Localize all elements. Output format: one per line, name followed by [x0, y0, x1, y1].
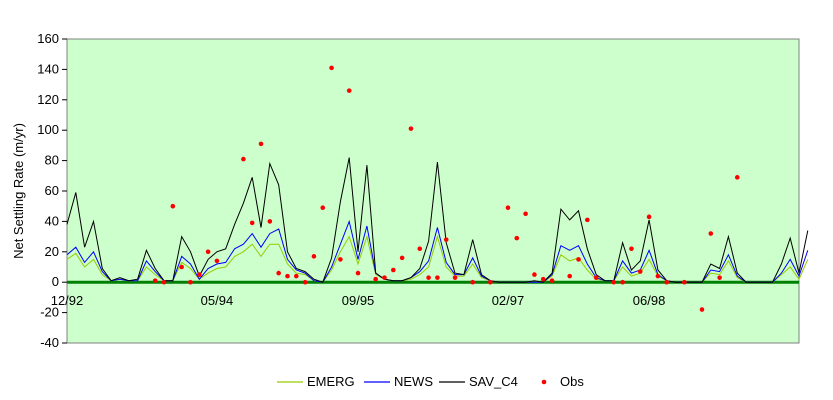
y-tick-label: -40: [40, 335, 59, 350]
point-obs: [567, 273, 572, 279]
point-obs: [311, 254, 317, 259]
x-axis: 12/92 05/94 09/95 02/97 06/98: [51, 293, 666, 308]
legend: EMERG NEWS SAV_C4 Obs: [277, 374, 584, 389]
point-obs: [637, 269, 643, 274]
point-obs: [188, 279, 193, 285]
y-axis-label: Net Settling Rate (m/yr): [11, 123, 26, 259]
y-tick-label: -20: [40, 305, 59, 320]
point-obs: [196, 272, 202, 277]
point-obs: [470, 279, 475, 285]
x-tick-label: 05/94: [201, 293, 234, 308]
point-obs: [549, 278, 555, 283]
point-obs: [152, 278, 158, 283]
point-obs: [399, 255, 405, 261]
point-obs: [611, 279, 617, 285]
legend-swatch-obs: [541, 379, 547, 385]
point-obs: [373, 276, 378, 282]
y-tick-label: 80: [45, 153, 59, 168]
point-obs: [655, 273, 661, 279]
point-obs: [320, 205, 326, 211]
point-obs: [258, 141, 264, 147]
y-axis: -40 -20 0 20 40 60 80 100 120 140 160: [37, 31, 67, 350]
point-obs: [488, 279, 493, 285]
point-obs: [382, 275, 387, 280]
point-obs: [646, 214, 652, 220]
x-tick-label: 02/97: [492, 293, 525, 308]
y-tick-label: 60: [45, 183, 59, 198]
point-obs: [426, 275, 431, 280]
point-obs: [276, 270, 281, 276]
x-tick-label: 09/95: [342, 293, 375, 308]
point-obs: [699, 307, 705, 312]
point-obs: [576, 257, 581, 262]
point-obs: [417, 246, 423, 252]
point-obs: [452, 275, 458, 280]
point-obs: [249, 220, 255, 226]
point-obs: [523, 211, 528, 217]
point-obs: [443, 237, 449, 242]
point-obs: [585, 217, 590, 223]
x-tick-label: 06/98: [633, 293, 666, 308]
legend-label-emerg: EMERG: [307, 374, 355, 389]
point-obs: [214, 258, 220, 264]
y-tick-label: 100: [37, 122, 59, 137]
point-obs: [540, 276, 546, 282]
point-obs: [593, 275, 599, 280]
point-obs: [355, 270, 361, 276]
point-obs: [391, 267, 396, 273]
point-obs: [514, 235, 520, 241]
point-obs: [205, 249, 211, 255]
point-obs: [346, 88, 352, 93]
plot-area: [66, 38, 800, 344]
point-obs: [505, 205, 511, 211]
point-obs: [734, 175, 740, 180]
point-obs: [620, 279, 625, 285]
point-obs: [664, 279, 670, 285]
y-tick-label: 40: [45, 213, 59, 228]
legend-label-news: NEWS: [394, 374, 433, 389]
point-obs: [161, 279, 167, 285]
point-obs: [285, 273, 290, 279]
legend-label-sav-c4: SAV_C4: [469, 374, 518, 389]
point-obs: [329, 65, 334, 71]
point-obs: [408, 126, 414, 131]
y-tick-label: 160: [37, 31, 59, 46]
point-obs: [435, 275, 440, 280]
point-obs: [717, 275, 722, 280]
point-obs: [338, 257, 343, 262]
point-obs: [708, 231, 714, 236]
point-obs: [241, 156, 246, 162]
point-obs: [682, 279, 687, 285]
point-obs: [179, 264, 184, 270]
point-obs: [629, 246, 634, 252]
series-group: [66, 65, 809, 312]
point-obs: [267, 219, 273, 224]
point-obs: [294, 273, 299, 279]
y-tick-label: 120: [37, 92, 59, 107]
point-obs: [170, 203, 176, 209]
y-tick-label: 0: [52, 274, 59, 289]
point-obs: [532, 272, 537, 277]
y-tick-label: 20: [45, 244, 59, 259]
y-tick-label: 140: [37, 61, 59, 76]
point-obs: [302, 279, 308, 285]
legend-label-obs: Obs: [560, 374, 584, 389]
x-tick-label: 12/92: [51, 293, 84, 308]
